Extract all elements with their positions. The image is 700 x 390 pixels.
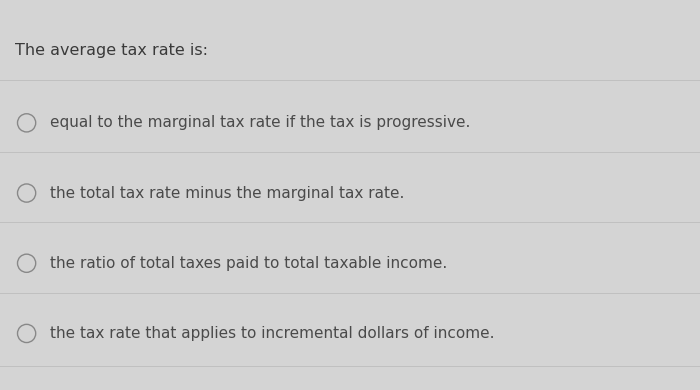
Text: the tax rate that applies to incremental dollars of income.: the tax rate that applies to incremental… (50, 326, 495, 341)
Text: equal to the marginal tax rate if the tax is progressive.: equal to the marginal tax rate if the ta… (50, 115, 471, 130)
Text: The average tax rate is:: The average tax rate is: (15, 43, 209, 58)
Text: the ratio of total taxes paid to total taxable income.: the ratio of total taxes paid to total t… (50, 256, 448, 271)
Text: the total tax rate minus the marginal tax rate.: the total tax rate minus the marginal ta… (50, 186, 405, 200)
